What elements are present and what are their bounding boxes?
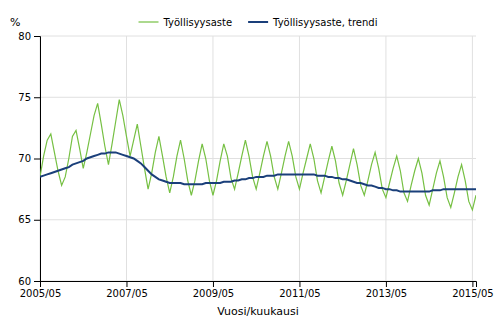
legend-item: Työllisyysaste: [139, 17, 233, 28]
x-tick: 2007/05: [106, 281, 148, 299]
grid: [40, 36, 476, 281]
series-line: [40, 100, 476, 210]
lines: [40, 100, 476, 210]
y-tick-mark: [34, 220, 40, 221]
grid-line-y: [40, 36, 476, 37]
y-tick-label: 80: [18, 31, 31, 42]
y-axis-line: [34, 37, 41, 282]
y-tick-mark: [34, 159, 40, 160]
grid-line-y: [40, 158, 476, 159]
grid-line-y: [40, 219, 476, 220]
legend-swatch: [248, 21, 268, 23]
x-tick-label: 2007/05: [106, 288, 148, 299]
legend-swatch: [139, 21, 159, 22]
x-tick-label: 2011/05: [279, 288, 321, 299]
y-tick-label: 60: [18, 276, 31, 287]
y-tick: 80: [18, 31, 40, 42]
series-line: [40, 152, 476, 191]
y-tick: 75: [18, 92, 40, 103]
grid-line-x: [472, 36, 473, 281]
y-tick-label: 75: [18, 92, 31, 103]
grid-line-y: [40, 97, 476, 98]
x-tick-label: 2013/05: [366, 288, 408, 299]
y-tick: 60: [18, 276, 40, 287]
x-tick: 2011/05: [279, 281, 321, 299]
legend-item: Työllisyysaste, trendi: [248, 17, 377, 28]
x-axis-line: [41, 282, 477, 288]
x-tick: 2009/05: [193, 281, 235, 299]
y-tick: 65: [18, 214, 40, 225]
legend: Työllisyysaste Työllisyysaste, trendi: [139, 17, 378, 28]
x-tick: 2013/05: [366, 281, 408, 299]
y-tick-mark: [34, 281, 40, 282]
y-tick-mark: [34, 97, 40, 98]
y-tick-label: 65: [18, 214, 31, 225]
grid-line-x: [126, 36, 127, 281]
y-axis: 60 65 70 75 80: [18, 31, 40, 287]
plot-area: 2005/05 2007/05 2009/05 2011/05 2013/05 2015/…: [18, 31, 493, 299]
grid-line-x: [299, 36, 300, 281]
y-axis-title: %: [10, 16, 20, 29]
x-axis-title: Vuosi/kuukausi: [217, 305, 299, 318]
y-tick-label: 70: [18, 153, 31, 164]
x-tick-label: 2009/05: [193, 288, 235, 299]
legend-label: Työllisyysaste, trendi: [272, 17, 377, 28]
y-tick-mark: [34, 36, 40, 37]
x-tick-mark: [299, 281, 300, 287]
x-tick-mark: [126, 281, 127, 287]
x-axis: 2005/05 2007/05 2009/05 2011/05 2013/05 2015/…: [20, 281, 494, 299]
x-tick-mark: [386, 281, 387, 287]
x-tick-mark: [213, 281, 214, 287]
y-tick: 70: [18, 153, 40, 164]
x-tick: 2015/05: [452, 281, 494, 299]
x-tick-label: 2005/05: [20, 288, 62, 299]
x-tick-label: 2015/05: [452, 288, 494, 299]
x-tick-mark: [472, 281, 473, 287]
grid-line-x: [385, 36, 386, 281]
grid-line-x: [212, 36, 213, 281]
legend-label: Työllisyysaste: [163, 17, 233, 28]
chart: 2005/05 2007/05 2009/05 2011/05 2013/05 2015/…: [0, 0, 494, 323]
